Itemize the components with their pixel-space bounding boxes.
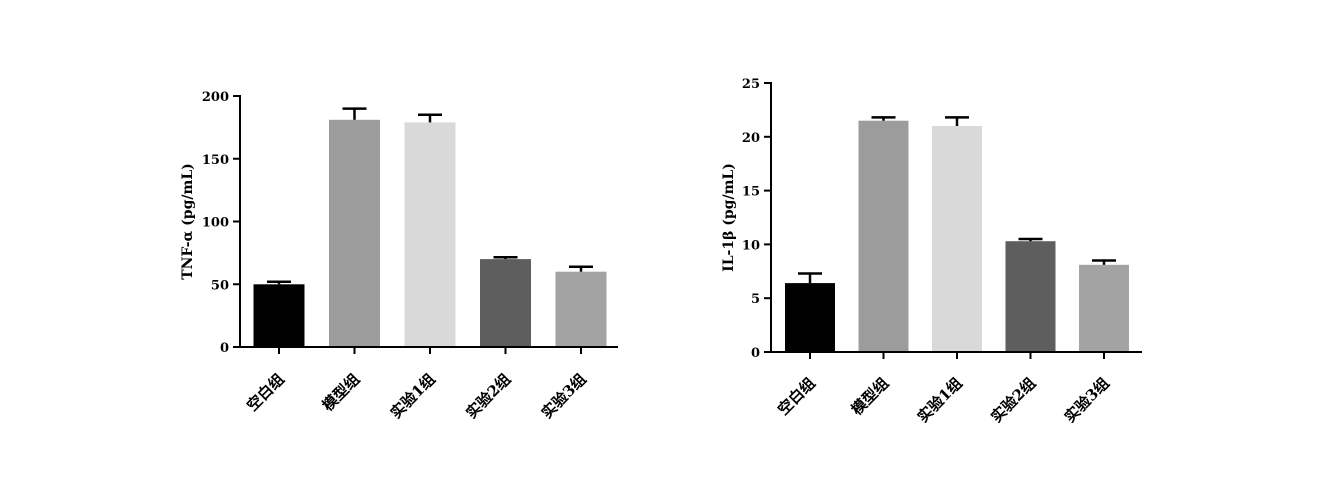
y-tick-label: 0 [751, 346, 760, 361]
y-tick-label: 50 [211, 278, 229, 293]
bar [1005, 241, 1056, 352]
x-category-label: 实验1组 [387, 370, 439, 422]
x-category-label: 空白组 [243, 370, 288, 415]
x-category-label: 模型组 [848, 374, 893, 419]
y-tick-label: 150 [202, 153, 229, 168]
y-tick-label: 10 [742, 238, 760, 253]
y-tick-label: 5 [751, 292, 760, 307]
bar [1079, 264, 1129, 352]
x-category-label: 实验3组 [538, 370, 590, 422]
y-tick-label: 20 [742, 131, 760, 146]
bar [785, 283, 835, 352]
y-tick-label: 15 [742, 185, 760, 200]
y-axis-title: TNF-α (pg/mL) [180, 163, 196, 280]
x-category-label: 空白组 [774, 374, 819, 419]
x-category-label: 实验2组 [462, 370, 514, 422]
y-tick-label: 100 [202, 216, 229, 231]
bar [329, 119, 380, 347]
y-tick-label: 200 [202, 90, 229, 105]
bar [858, 120, 909, 352]
bar [404, 122, 456, 348]
bar [555, 271, 607, 347]
x-category-label: 实验3组 [1061, 374, 1113, 426]
x-category-label: 模型组 [319, 370, 364, 415]
bar [932, 126, 982, 352]
y-tick-label: 0 [220, 341, 229, 356]
il-1beta-chart: 0 5 10 15 20 25 空白组 模型组 实验1组 实验2组 实验3组 IL-1β (pg/mL… [721, 77, 1142, 426]
x-category-label: 实验1组 [914, 374, 966, 426]
bar [480, 259, 531, 347]
bar [253, 284, 305, 348]
tnf-alpha-chart: 0 50 100 150 200 空白组 模型组 实验1组 实验2组 实验3组 TNF-α (pg/… [180, 90, 618, 422]
y-axis-title: IL-1β (pg/mL) [721, 163, 737, 272]
y-tick-label: 25 [742, 77, 760, 92]
x-category-label: 实验2组 [987, 374, 1039, 426]
